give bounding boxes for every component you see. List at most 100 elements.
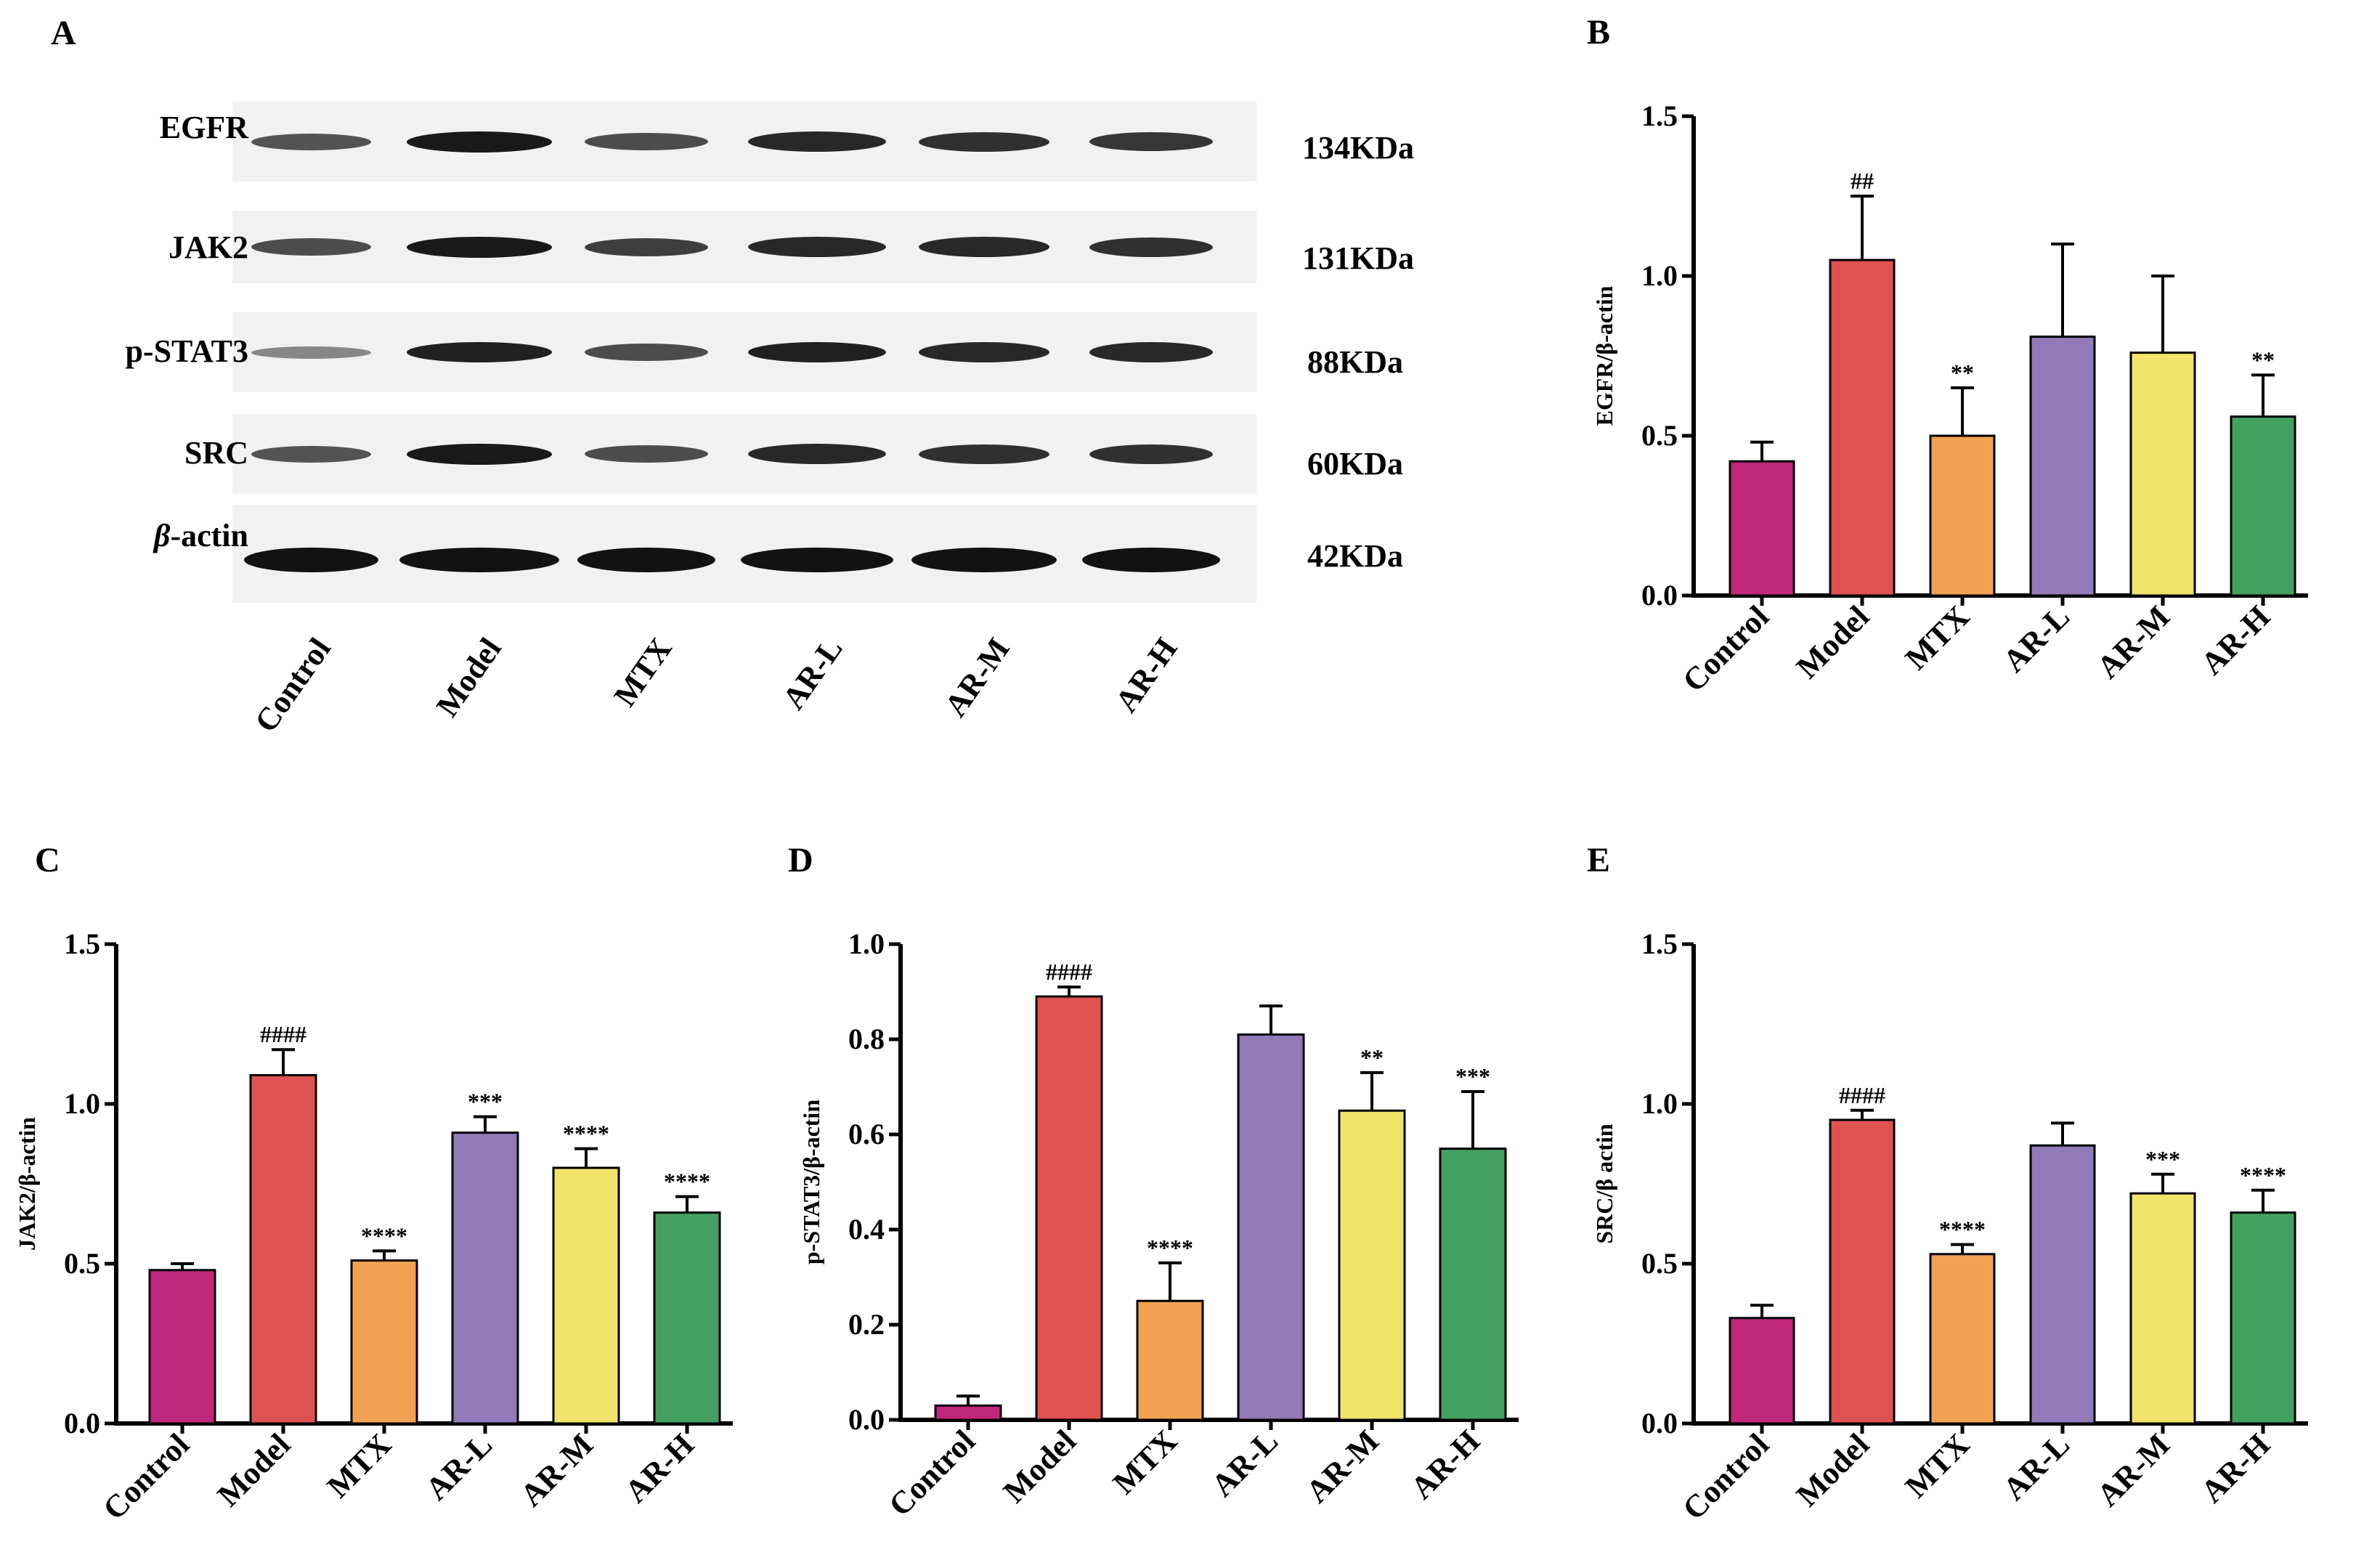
blot-band <box>1089 132 1213 151</box>
blot-strip-2 <box>232 312 1256 392</box>
y-axis-label: p-STAT3/β-actin <box>798 1100 824 1264</box>
bar-ar-m <box>2129 1192 2196 1425</box>
blot-band <box>251 238 371 256</box>
y-tick-label: 0.8 <box>848 1023 885 1055</box>
size-label-jak2: 131KDa <box>1302 240 1414 276</box>
x-tick-label: MTX <box>1898 1426 1976 1504</box>
protein-label-egfr: EGFR <box>159 110 248 145</box>
y-axis-label: SRC/β actin <box>1591 1124 1617 1244</box>
y-tick-label: 0.0 <box>64 1407 100 1439</box>
bar-ar-m <box>552 1166 620 1425</box>
y-tick-label: 0.4 <box>848 1213 885 1246</box>
y-tick-label: 0.2 <box>848 1308 885 1341</box>
y-tick-label: 0.0 <box>1641 1407 1678 1439</box>
y-tick-label: 1.5 <box>1641 99 1678 132</box>
significance-marker: #### <box>1839 1082 1885 1108</box>
x-tick-label: Control <box>1675 1426 1776 1527</box>
blot-band <box>919 444 1049 464</box>
y-tick-label: 1.0 <box>1641 1087 1678 1120</box>
significance-marker: *** <box>2145 1146 2180 1172</box>
bar-control <box>1729 460 1795 597</box>
blot-band <box>741 547 893 572</box>
bar-control <box>1729 1317 1795 1425</box>
bar-ar-l <box>2029 1144 2096 1425</box>
blot-band <box>748 444 886 464</box>
bar-ar-l <box>451 1132 519 1425</box>
beta-symbol: β <box>153 518 171 553</box>
panel-letter: E <box>1587 841 1610 880</box>
protein-label-p-stat3: p-STAT3 <box>125 333 248 369</box>
blot-strip-1 <box>232 211 1256 283</box>
blot-band <box>577 547 715 572</box>
bar-ar-h <box>2230 1211 2296 1425</box>
blot-band <box>1089 237 1213 257</box>
y-tick-label: 1.5 <box>64 927 100 960</box>
western-blot-panel: A EGFR JAK2 p-STAT3 SRC β-actin 134KDa 1… <box>0 0 1496 770</box>
panel-letter-a: A <box>51 14 76 52</box>
significance-marker: ** <box>1951 359 1974 386</box>
blot-band <box>1089 444 1213 464</box>
y-tick-label: 0.0 <box>1641 579 1678 612</box>
blot-band <box>407 342 552 362</box>
blot-band <box>919 131 1049 152</box>
y-axis-label: JAK2/β-actin <box>14 1117 40 1251</box>
size-label-p-stat3: 88KDa <box>1307 344 1403 380</box>
blot-band <box>407 443 552 465</box>
size-label-src: 60KDa <box>1307 446 1403 482</box>
significance-marker: *** <box>1455 1063 1490 1089</box>
y-tick-label: 0.6 <box>848 1118 885 1150</box>
blot-band <box>748 131 886 152</box>
blot-band <box>919 342 1049 362</box>
significance-marker: #### <box>260 1021 306 1047</box>
bar-model <box>249 1073 317 1425</box>
significance-marker: **** <box>664 1169 710 1195</box>
significance-marker: **** <box>563 1121 609 1147</box>
panel-letter: C <box>35 841 60 880</box>
y-tick-label: 0.5 <box>64 1247 100 1280</box>
y-tick-label: 1.0 <box>848 927 885 960</box>
significance-marker: *** <box>468 1089 503 1115</box>
y-tick-label: 0.0 <box>848 1403 885 1436</box>
significance-marker: **** <box>2240 1162 2286 1188</box>
protein-label-beta-actin: β-actin <box>154 517 248 554</box>
bar-model <box>1829 1118 1896 1425</box>
bar-ar-l <box>2029 336 2096 597</box>
size-label-beta-actin: 42KDa <box>1307 538 1403 574</box>
significance-marker: **** <box>361 1222 407 1248</box>
significance-marker: #### <box>1046 959 1092 985</box>
x-tick-label: AR-H <box>2194 1426 2277 1509</box>
y-axis-label: EGFR/β-actin <box>1591 285 1617 426</box>
blot-band <box>748 342 886 362</box>
y-tick-label: 0.5 <box>1641 1247 1678 1280</box>
blot-strip-4 <box>232 505 1256 603</box>
bar-model <box>1829 259 1896 597</box>
bar-mtx <box>1929 1253 1996 1425</box>
blot-band <box>585 133 708 150</box>
blot-band <box>243 547 378 572</box>
blot-band <box>748 237 886 257</box>
panel-letter: B <box>1587 13 1610 52</box>
bar-ar-l <box>1237 1033 1305 1421</box>
x-tick-label: AR-L <box>1996 1426 2076 1507</box>
bar-mtx <box>1929 434 1996 597</box>
beta-actin-suffix: -actin <box>170 518 248 553</box>
blot-band <box>911 547 1057 572</box>
significance-marker: ## <box>1851 168 1874 194</box>
blot-strip-3 <box>232 414 1256 494</box>
protein-label-src: SRC <box>184 435 248 471</box>
panel-letter: D <box>788 841 813 880</box>
x-tick-label: Model <box>1790 1426 1876 1513</box>
blot-band <box>251 445 371 463</box>
bar-ar-h <box>653 1211 721 1425</box>
size-label-egfr: 134KDa <box>1302 130 1414 166</box>
blot-band <box>919 237 1049 257</box>
x-tick-label: AR-M <box>2090 1426 2177 1513</box>
blot-band <box>1082 547 1220 572</box>
protein-label-jak2: JAK2 <box>168 229 248 265</box>
significance-marker: ** <box>2251 346 2275 373</box>
blot-band <box>251 346 371 359</box>
blot-band <box>1089 342 1213 362</box>
